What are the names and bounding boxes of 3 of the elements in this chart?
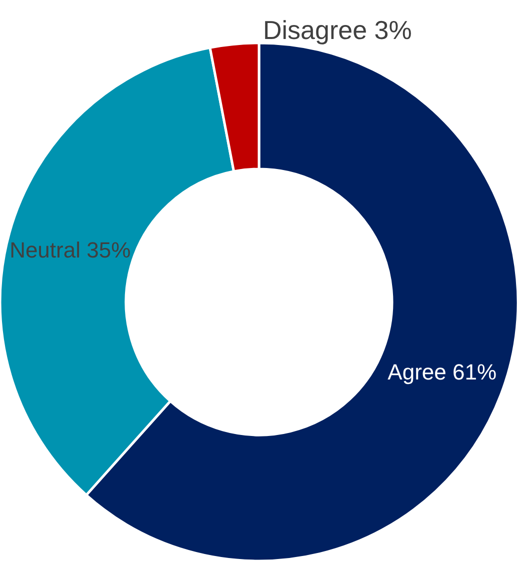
slice-label: Agree 61% — [388, 360, 497, 385]
slice-label: Disagree 3% — [263, 15, 412, 45]
slice-label: Neutral 35% — [10, 237, 131, 262]
